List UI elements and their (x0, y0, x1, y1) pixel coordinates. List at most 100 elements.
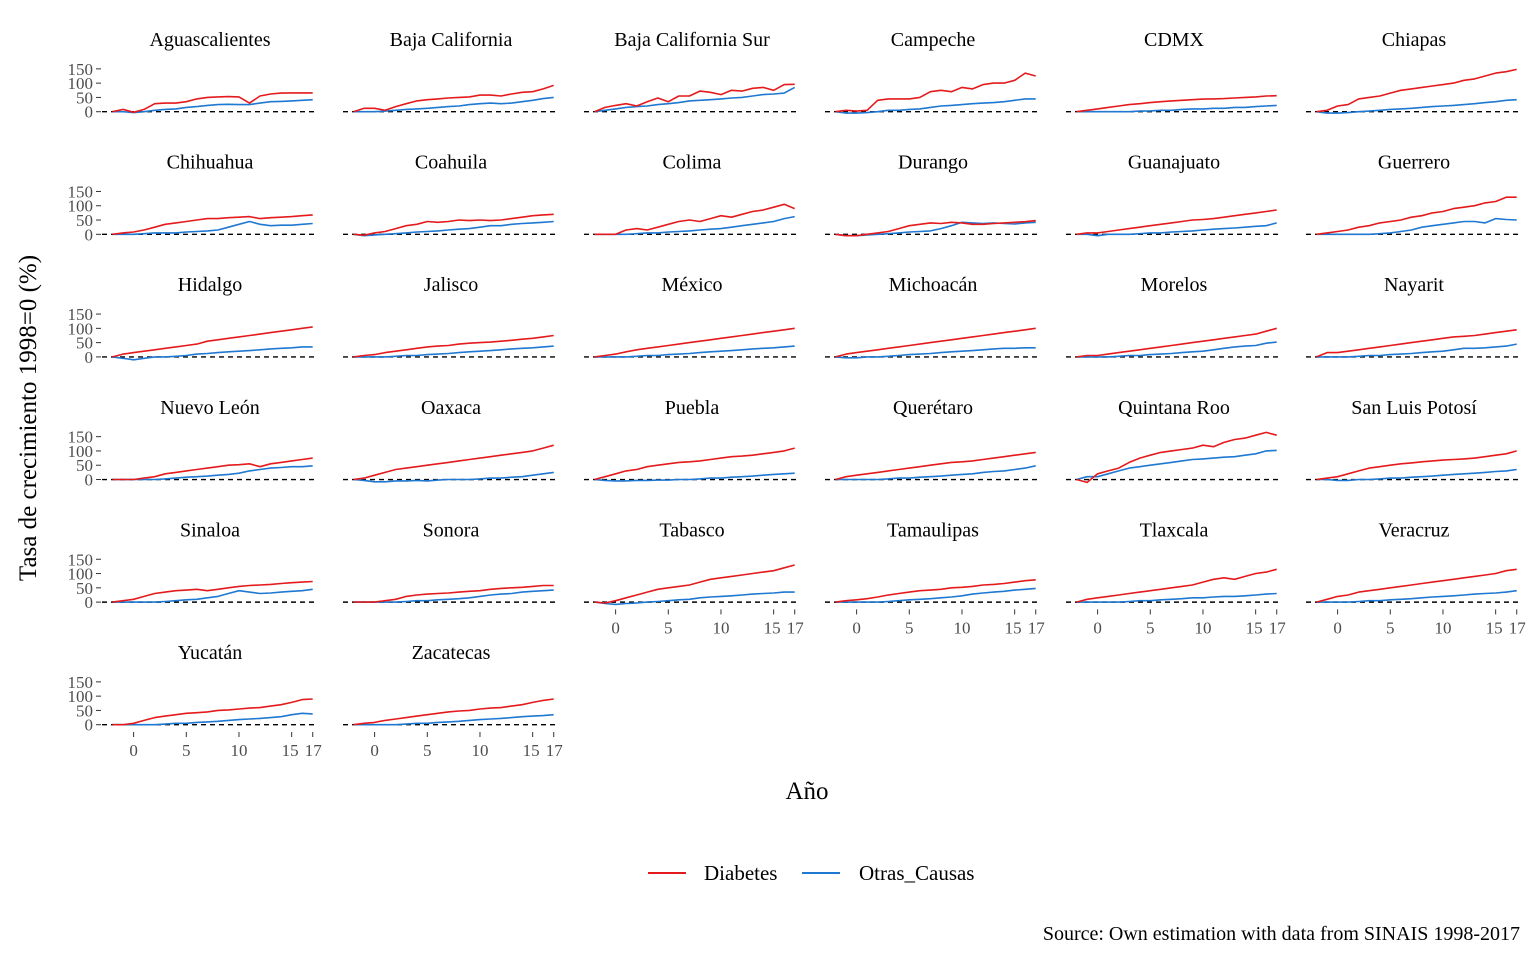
series-line-otras_causas (1316, 468, 1517, 482)
panel-title-23: San Luis Potosí (1351, 397, 1477, 419)
panel-title-9: Durango (898, 152, 968, 174)
panel-title-27: Tamaulipas (887, 519, 979, 541)
x-tick-label: 15 (1005, 618, 1022, 637)
series-line-otras_causas (112, 346, 313, 361)
x-tick-label: 5 (1146, 618, 1155, 637)
y-tick-label: 0 (85, 225, 94, 244)
series-line-diabetes (594, 203, 796, 236)
series-line-otras_causas (1316, 343, 1517, 358)
x-tick-label: 17 (1028, 618, 1046, 637)
y-tick-label: 50 (76, 211, 93, 230)
series-line-otras_causas (353, 589, 554, 603)
series-line-otras_causas (112, 220, 313, 236)
series-line-otras_causas (1316, 217, 1517, 236)
y-axis-title: Tasa de crecimiento 1998=0 (%) (15, 255, 42, 581)
series-line-diabetes (112, 580, 313, 603)
x-axis-title: Año (785, 778, 828, 805)
series-line-otras_causas (594, 472, 795, 482)
series-line-diabetes (1316, 68, 1517, 113)
x-tick-label: 10 (471, 741, 488, 760)
series-line-otras_causas (112, 712, 313, 726)
y-tick-label: 100 (68, 74, 94, 93)
x-tick-label: 10 (1434, 618, 1451, 637)
series-line-diabetes (594, 83, 795, 113)
series-line-diabetes (112, 457, 313, 481)
panel-title-17: Nayarit (1384, 274, 1444, 296)
y-tick-label: 0 (85, 348, 94, 367)
series-line-otras_causas (353, 96, 554, 113)
y-tick-label: 100 (68, 319, 94, 338)
x-tick-label: 10 (953, 618, 970, 637)
series-line-diabetes (1316, 568, 1517, 603)
panel-title-4: CDMX (1144, 29, 1205, 51)
panel-title-15: Michoacán (889, 274, 978, 296)
panel-title-7: Coahuila (415, 152, 487, 174)
x-tick-label: 17 (1509, 618, 1527, 637)
x-tick-label: 15 (523, 741, 540, 760)
series-line-otras_causas (594, 345, 795, 358)
series-line-otras_causas (1076, 449, 1277, 481)
panel-title-14: México (661, 274, 722, 296)
y-tick-label: 50 (76, 456, 93, 475)
x-tick-label: 0 (370, 741, 379, 760)
panel-title-5: Chiapas (1382, 29, 1447, 51)
series-line-diabetes (1076, 431, 1277, 484)
x-tick-label: 17 (1269, 618, 1287, 637)
y-tick-label: 50 (76, 701, 93, 720)
series-line-otras_causas (1316, 98, 1517, 114)
panel-title-3: Campeche (891, 29, 976, 51)
series-line-diabetes (835, 327, 1036, 358)
x-tick-label: 0 (1093, 618, 1102, 637)
panel-title-0: Aguascalientes (149, 29, 270, 51)
x-tick-label: 5 (1386, 618, 1395, 637)
panel-title-30: Yucatán (178, 642, 242, 664)
series-line-otras_causas (594, 591, 795, 606)
series-line-diabetes (353, 213, 554, 236)
panel-title-25: Sonora (423, 519, 480, 541)
y-tick-label: 100 (68, 687, 94, 706)
series-line-diabetes (1316, 196, 1517, 236)
panel-title-1: Baja California (390, 29, 513, 51)
y-tick-label: 100 (68, 565, 94, 584)
series-line-otras_causas (1316, 589, 1517, 603)
series-line-otras_causas (353, 713, 554, 726)
series-line-otras_causas (594, 215, 795, 236)
panel-title-20: Puebla (665, 397, 720, 419)
panel-title-13: Jalisco (424, 274, 478, 296)
series-line-otras_causas (835, 346, 1036, 359)
series-line-diabetes (353, 444, 554, 481)
series-line-otras_causas (112, 465, 313, 481)
x-tick-label: 5 (664, 618, 673, 637)
x-tick-label: 0 (611, 618, 620, 637)
series-line-otras_causas (1076, 341, 1277, 358)
series-line-diabetes (353, 698, 554, 726)
series-line-diabetes (1076, 327, 1277, 358)
series-line-diabetes (1316, 329, 1517, 358)
caption: Source: Own estimation with data from SI… (1043, 923, 1520, 945)
series-line-diabetes (1316, 450, 1517, 481)
series-line-otras_causas (353, 220, 554, 237)
panel-title-26: Tabasco (659, 519, 724, 541)
series-line-diabetes (835, 451, 1036, 481)
series-line-otras_causas (112, 588, 313, 603)
x-tick-label: 5 (423, 741, 432, 760)
series-line-otras_causas (1076, 222, 1277, 237)
series-line-diabetes (1076, 568, 1277, 603)
x-tick-label: 17 (546, 741, 564, 760)
y-tick-label: 0 (85, 103, 94, 122)
series-line-diabetes (835, 219, 1036, 237)
x-tick-label: 10 (1194, 618, 1211, 637)
y-tick-label: 150 (68, 550, 94, 569)
series-line-otras_causas (594, 86, 796, 113)
series-line-otras_causas (353, 345, 554, 358)
series-line-diabetes (353, 334, 554, 358)
y-tick-label: 100 (68, 197, 94, 216)
x-tick-label: 15 (764, 618, 781, 637)
y-tick-label: 150 (68, 182, 94, 201)
series-line-diabetes (112, 326, 313, 358)
panel-title-11: Guerrero (1378, 152, 1450, 174)
series-line-diabetes (353, 584, 554, 603)
panel-title-24: Sinaloa (180, 519, 240, 541)
panel-title-2: Baja California Sur (614, 29, 770, 51)
panel-title-31: Zacatecas (412, 642, 491, 664)
